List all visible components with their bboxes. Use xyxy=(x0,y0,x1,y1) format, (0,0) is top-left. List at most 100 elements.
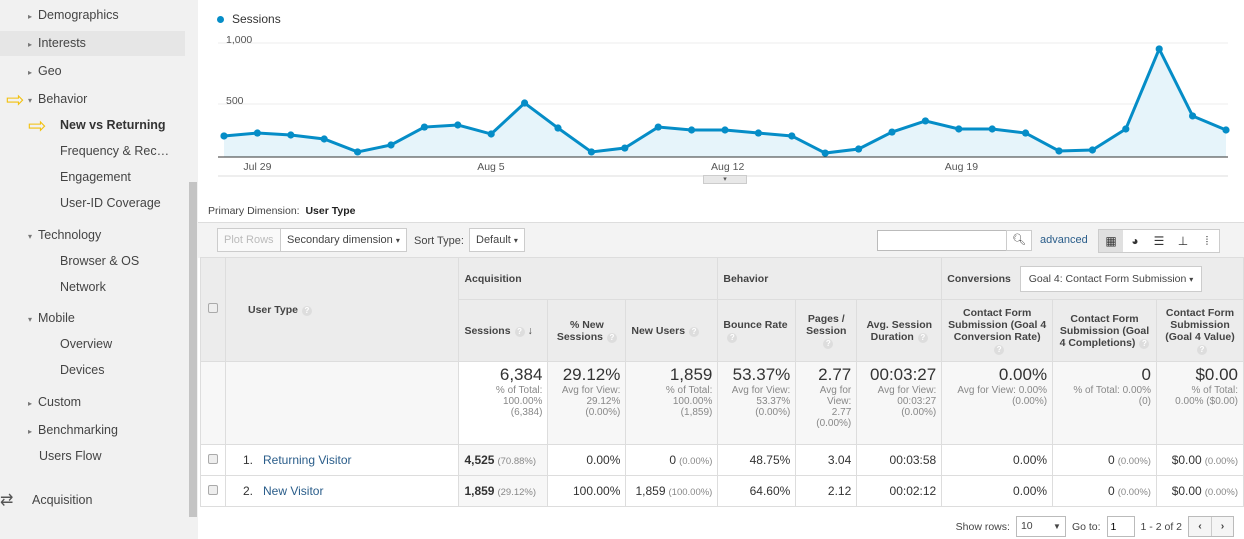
column-header[interactable]: % New Sessions? xyxy=(547,299,627,362)
column-header[interactable]: Avg. Session Duration? xyxy=(856,299,943,362)
sidebar-item-mobile[interactable]: ▾ Mobile xyxy=(28,311,75,325)
data-point[interactable] xyxy=(621,144,629,152)
data-point[interactable] xyxy=(821,149,829,157)
comparison-view-icon[interactable]: ⊥ xyxy=(1177,234,1189,248)
show-rows-select[interactable]: 10 ▼ xyxy=(1015,516,1066,537)
column-header[interactable]: Contact Form Submission (Goal 4 Value)? xyxy=(1155,299,1244,362)
sidebar-item-custom[interactable]: ▸ Custom xyxy=(28,395,81,409)
sidebar-scrollbar[interactable] xyxy=(189,182,197,517)
data-point[interactable] xyxy=(888,128,896,136)
data-point[interactable] xyxy=(220,132,228,140)
primary-dimension-value[interactable]: User Type xyxy=(305,205,356,217)
page-range: 1 - 2 of 2 xyxy=(1140,520,1182,533)
metric-cell: 64.60% xyxy=(717,475,797,507)
data-point[interactable] xyxy=(320,135,328,143)
help-icon[interactable]: ? xyxy=(994,344,1005,355)
data-point[interactable] xyxy=(521,99,529,107)
help-icon[interactable]: ? xyxy=(823,338,834,349)
sidebar-item-technology[interactable]: ▾ Technology xyxy=(28,228,101,242)
sort-type-dropdown[interactable]: Default ▾ xyxy=(469,228,525,252)
help-icon[interactable]: ? xyxy=(689,326,700,337)
sessions-area xyxy=(224,48,1226,158)
data-point[interactable] xyxy=(921,117,930,125)
table-search-input[interactable] xyxy=(877,230,1007,251)
sidebar-item-browser-os[interactable]: Browser & OS xyxy=(60,254,139,268)
row-checkbox[interactable] xyxy=(207,484,218,495)
data-point[interactable] xyxy=(1222,126,1230,134)
help-icon[interactable]: ? xyxy=(1196,344,1207,355)
column-header[interactable]: Contact Form Submission (Goal 4 Conversi… xyxy=(941,299,1054,362)
sidebar-item-demographics[interactable]: ▸ Demographics xyxy=(28,8,119,22)
sidebar-item-devices[interactable]: Devices xyxy=(60,363,104,377)
sidebar-item-network[interactable]: Network xyxy=(60,280,106,294)
sidebar-item-interests[interactable]: ▸ Interests xyxy=(28,36,86,50)
data-point[interactable] xyxy=(988,125,996,133)
search-button[interactable]: 🔍︎ xyxy=(1006,230,1032,251)
column-header[interactable]: Pages / Session? xyxy=(795,299,858,362)
dimension-link[interactable]: New Visitor xyxy=(263,484,324,498)
data-point[interactable] xyxy=(1122,125,1130,133)
total-subtext: % of Total: xyxy=(495,385,543,396)
sidebar-item-new-vs-returning[interactable]: New vs Returning xyxy=(60,118,166,132)
select-all-checkbox[interactable] xyxy=(207,303,218,313)
row-checkbox[interactable] xyxy=(207,453,218,464)
chart-collapse-handle[interactable]: ▾ xyxy=(703,175,747,184)
data-point[interactable] xyxy=(387,141,395,149)
data-point[interactable] xyxy=(354,148,362,156)
data-point[interactable] xyxy=(1189,112,1197,120)
data-point[interactable] xyxy=(420,123,428,131)
column-header[interactable]: Sessions? ↓ xyxy=(458,299,549,362)
data-point[interactable] xyxy=(587,148,595,156)
total-cell: 2.77 Avg for View: 2.77 (0.00%) xyxy=(795,361,858,445)
help-icon[interactable]: ? xyxy=(917,332,928,343)
secondary-dimension-dropdown[interactable]: Secondary dimension ▾ xyxy=(280,228,407,252)
sidebar-item-acquisition[interactable]: ⇄ Acquisition xyxy=(0,492,92,509)
advanced-link[interactable]: advanced xyxy=(1040,234,1088,246)
data-point[interactable] xyxy=(654,123,662,131)
sidebar-item-user-id-coverage[interactable]: User-ID Coverage xyxy=(60,196,161,210)
sidebar-item-frequency-rec[interactable]: Frequency & Rec… xyxy=(60,144,169,158)
sidebar-item-users-flow[interactable]: Users Flow xyxy=(39,449,102,463)
help-icon[interactable]: ? xyxy=(301,305,312,316)
performance-view-icon[interactable]: ☰ xyxy=(1153,234,1165,248)
sort-type-value: Default xyxy=(476,234,511,246)
help-icon[interactable]: ? xyxy=(606,332,617,343)
goto-input[interactable] xyxy=(1106,516,1135,537)
data-point[interactable] xyxy=(454,121,462,129)
data-point[interactable] xyxy=(554,124,562,132)
sidebar-item-geo[interactable]: ▸ Geo xyxy=(28,64,62,78)
sidebar-item-overview[interactable]: Overview xyxy=(60,337,112,351)
help-icon[interactable]: ? xyxy=(1139,338,1150,349)
data-point[interactable] xyxy=(855,145,863,153)
help-icon[interactable]: ? xyxy=(514,326,525,337)
data-point[interactable] xyxy=(688,126,696,134)
data-point[interactable] xyxy=(1022,129,1030,137)
pie-view-icon[interactable]: ◕ xyxy=(1131,234,1139,248)
data-point[interactable] xyxy=(788,132,796,140)
goal-select[interactable]: Goal 4: Contact Form Submission ▾ xyxy=(1019,265,1203,292)
sidebar-item-behavior[interactable]: ▾ Behavior xyxy=(28,92,87,106)
column-header[interactable]: Bounce Rate? xyxy=(717,299,797,362)
prev-page-icon[interactable]: ‹ xyxy=(1198,520,1202,532)
data-point[interactable] xyxy=(287,131,295,139)
sidebar-item-engagement[interactable]: Engagement xyxy=(60,170,131,184)
data-point[interactable] xyxy=(1155,45,1163,53)
data-point[interactable] xyxy=(1088,146,1096,154)
column-header[interactable]: Contact Form Submission (Goal 4 Completi… xyxy=(1052,299,1157,362)
help-icon[interactable]: ? xyxy=(727,332,738,343)
pivot-view-icon[interactable]: ⦙ xyxy=(1205,234,1209,248)
plot-rows-button[interactable]: Plot Rows xyxy=(217,228,281,252)
dimension-link[interactable]: Returning Visitor xyxy=(263,453,352,467)
column-header[interactable]: New Users? xyxy=(625,299,719,362)
table-view-icon[interactable]: ▦ xyxy=(1099,230,1123,252)
data-point[interactable] xyxy=(487,130,495,138)
data-point[interactable] xyxy=(721,126,729,134)
data-point[interactable] xyxy=(955,125,963,133)
data-point[interactable] xyxy=(1055,147,1063,155)
data-point[interactable] xyxy=(253,129,261,137)
data-point[interactable] xyxy=(754,129,763,137)
column-header-label: Contact Form Submission (Goal 4 Conversi… xyxy=(948,306,1047,343)
sidebar-item-benchmarking[interactable]: ▸ Benchmarking xyxy=(28,423,118,437)
next-page-icon[interactable]: › xyxy=(1211,517,1233,536)
dimension-header[interactable]: User Type? xyxy=(224,257,460,362)
